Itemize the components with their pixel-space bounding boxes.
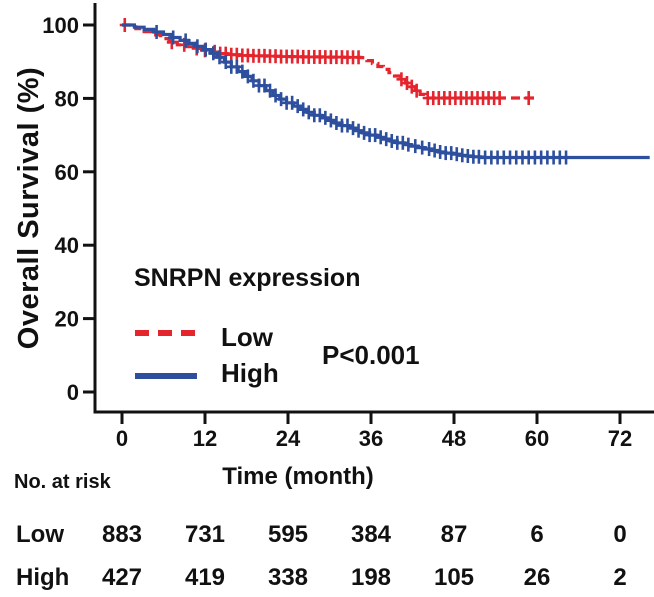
x-tick-label: 12 — [193, 426, 217, 451]
x-tick-label: 48 — [442, 426, 466, 451]
legend-title: SNRPN expression — [134, 264, 361, 292]
y-tick-label: 80 — [55, 86, 79, 111]
p-value-annotation: P<0.001 — [322, 340, 420, 370]
x-axis-ticks: 0 12 24 36 48 60 72 — [116, 412, 632, 451]
risk-value: 883 — [101, 521, 143, 548]
risk-value: 338 — [267, 564, 309, 591]
legend-label-low: Low — [221, 322, 273, 352]
risk-table-title: No. at risk — [14, 471, 111, 493]
x-tick-label: 0 — [116, 426, 128, 451]
y-axis-ticks: 0 20 40 60 80 100 — [42, 13, 95, 405]
survival-curve-low — [122, 23, 535, 100]
axes — [93, 3, 654, 414]
x-tick-label: 72 — [608, 426, 632, 451]
risk-value: 198 — [350, 564, 392, 591]
risk-value: 26 — [523, 564, 551, 591]
risk-value: 6 — [530, 521, 544, 548]
legend-swatches — [135, 330, 197, 379]
censor-marks-high — [151, 24, 572, 165]
risk-value: 0 — [613, 521, 627, 548]
legend-label-high: High — [221, 358, 279, 388]
risk-value: 2 — [613, 564, 627, 591]
x-tick-label: 24 — [276, 426, 301, 451]
y-axis-title: Overall Survival (%) — [13, 66, 46, 350]
censor-marks-low — [119, 18, 534, 106]
risk-row-label-low: Low — [16, 521, 64, 548]
y-tick-label: 20 — [55, 307, 79, 332]
risk-value: 87 — [440, 521, 468, 548]
y-tick-label: 40 — [55, 233, 79, 258]
risk-value: 595 — [267, 521, 309, 548]
x-axis-title: Time (month) — [222, 463, 374, 490]
risk-value: 105 — [433, 564, 475, 591]
risk-row-label-high: High — [16, 564, 70, 591]
x-tick-label: 36 — [359, 426, 383, 451]
x-tick-label: 60 — [525, 426, 549, 451]
risk-value: 384 — [350, 521, 392, 548]
risk-value: 419 — [184, 564, 226, 591]
risk-value: 427 — [101, 564, 143, 591]
y-tick-label: 60 — [55, 160, 79, 185]
y-tick-label: 0 — [67, 380, 79, 405]
y-tick-label: 100 — [42, 13, 79, 38]
risk-value: 731 — [184, 521, 226, 548]
km-step-line — [122, 23, 535, 100]
